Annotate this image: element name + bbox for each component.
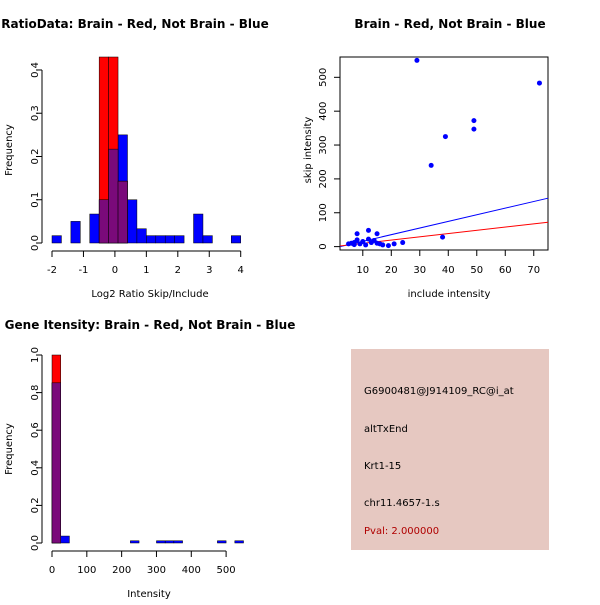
- x-tick-label: 200: [112, 565, 131, 576]
- histogram-bar-not-brain: [51, 235, 62, 244]
- histogram-bar-not-brain: [136, 228, 147, 244]
- histogram-bar-not-brain: [217, 540, 227, 544]
- y-axis-label: Frequency: [4, 124, 15, 176]
- genomic-location: chr11.4657-1.s: [364, 498, 440, 509]
- histogram-bar-not-brain: [174, 235, 185, 244]
- x-tick-label: -2: [47, 265, 57, 276]
- y-tick-label: 0.0: [30, 535, 41, 551]
- y-tick-label: 200: [318, 169, 329, 188]
- y-tick-label: 0.6: [30, 422, 41, 438]
- x-tick-label: 0: [112, 265, 118, 276]
- scatter-point: [428, 162, 434, 168]
- probe-id: G6900481@J914109_RC@i_at: [364, 386, 514, 397]
- histogram-bar-not-brain: [156, 540, 166, 544]
- y-axis-label: Frequency: [4, 423, 15, 475]
- y-tick-label: 0.3: [30, 105, 41, 121]
- scatter-point: [471, 126, 477, 132]
- y-tick-label: 0.4: [30, 62, 41, 78]
- scatter-point: [440, 234, 446, 240]
- x-tick-label: 60: [499, 265, 512, 276]
- scatter-point: [354, 231, 360, 237]
- histogram-bar-overlap: [108, 148, 119, 244]
- y-tick-label: 1.0: [30, 347, 41, 363]
- x-tick-label: 3: [206, 265, 212, 276]
- x-tick-label: 4: [238, 265, 244, 276]
- scatter-point: [471, 118, 477, 124]
- scatter-point: [400, 240, 406, 246]
- y-tick-label: 0: [318, 243, 329, 249]
- histogram-bar-not-brain: [202, 235, 213, 244]
- histogram-bar-not-brain: [130, 540, 140, 544]
- info-panel: G6900481@J914109_RC@i_at altTxEnd Krt1-1…: [351, 349, 549, 550]
- histogram-bar-not-brain: [231, 235, 241, 244]
- histogram-bar-not-brain: [127, 199, 138, 244]
- event-type: altTxEnd: [364, 424, 408, 435]
- scatter-point: [354, 237, 360, 243]
- scatter-point: [442, 134, 448, 140]
- x-tick-label: 2: [175, 265, 181, 276]
- y-tick-label: 0.2: [30, 149, 41, 165]
- histogram-bar-not-brain: [70, 221, 81, 244]
- x-tick-label: 70: [527, 265, 540, 276]
- y-tick-label: 100: [318, 203, 329, 222]
- y-tick-label: 0.2: [30, 497, 41, 513]
- scatter-point: [365, 236, 371, 242]
- chart-title: RatioData: Brain - Red, Not Brain - Blue: [1, 17, 268, 31]
- scatter-point: [385, 243, 391, 249]
- histogram-bar-not-brain: [164, 235, 175, 244]
- scatter-point: [414, 57, 420, 63]
- scatter-point: [363, 242, 369, 248]
- x-tick-label: 400: [182, 565, 201, 576]
- histogram-bar-not-brain: [173, 540, 183, 544]
- x-axis-label: Log2 Ratio Skip/Include: [91, 289, 208, 300]
- x-axis-label: include intensity: [408, 289, 491, 300]
- histogram-bar-not-brain: [89, 213, 100, 244]
- x-tick-label: 100: [77, 565, 96, 576]
- histogram-bar-not-brain: [193, 213, 204, 244]
- y-tick-label: 0.1: [30, 192, 41, 208]
- scatter-point: [380, 242, 386, 248]
- x-tick-label: -1: [78, 265, 88, 276]
- scatter-point: [374, 231, 380, 237]
- x-tick-label: 1: [143, 265, 149, 276]
- pval-text: Pval: 2.000000: [364, 526, 440, 537]
- x-tick-label: 500: [217, 565, 236, 576]
- x-tick-label: 10: [356, 265, 369, 276]
- plot-frame: [339, 56, 549, 251]
- histogram-bar-not-brain: [146, 235, 157, 244]
- y-tick-label: 0.8: [30, 385, 41, 401]
- x-tick-label: 300: [147, 565, 166, 576]
- x-axis-label: Intensity: [127, 589, 171, 600]
- y-tick-label: 0.4: [30, 460, 41, 476]
- scatter-point: [536, 80, 542, 86]
- gene-name: Krt1-15: [364, 461, 402, 472]
- histogram-bar-overlap: [117, 180, 128, 244]
- chart-title: Brain - Red, Not Brain - Blue: [354, 17, 545, 31]
- histogram-bar-not-brain: [60, 535, 70, 544]
- x-tick-label: 20: [385, 265, 398, 276]
- y-tick-label: 400: [318, 102, 329, 121]
- y-axis-label: skip intensity: [303, 117, 314, 184]
- histogram-bar-not-brain: [155, 235, 166, 244]
- scatter-point: [391, 241, 397, 247]
- histogram-bar-not-brain: [234, 540, 244, 544]
- x-tick-label: 0: [49, 565, 55, 576]
- x-tick-label: 50: [470, 265, 483, 276]
- x-tick-label: 30: [413, 265, 426, 276]
- y-tick-label: 0.0: [30, 235, 41, 251]
- y-tick-label: 300: [318, 135, 329, 154]
- scatter-point: [365, 227, 371, 233]
- chart-title: Gene Itensity: Brain - Red, Not Brain - …: [5, 318, 296, 332]
- fit-line-not-brain: [339, 197, 549, 248]
- y-tick-label: 500: [318, 68, 329, 87]
- x-tick-label: 40: [442, 265, 455, 276]
- histogram-bar-overlap: [98, 199, 109, 244]
- histogram-bar-overlap: [51, 382, 61, 544]
- scatter-point: [360, 239, 366, 245]
- histogram-bar-not-brain: [164, 540, 175, 544]
